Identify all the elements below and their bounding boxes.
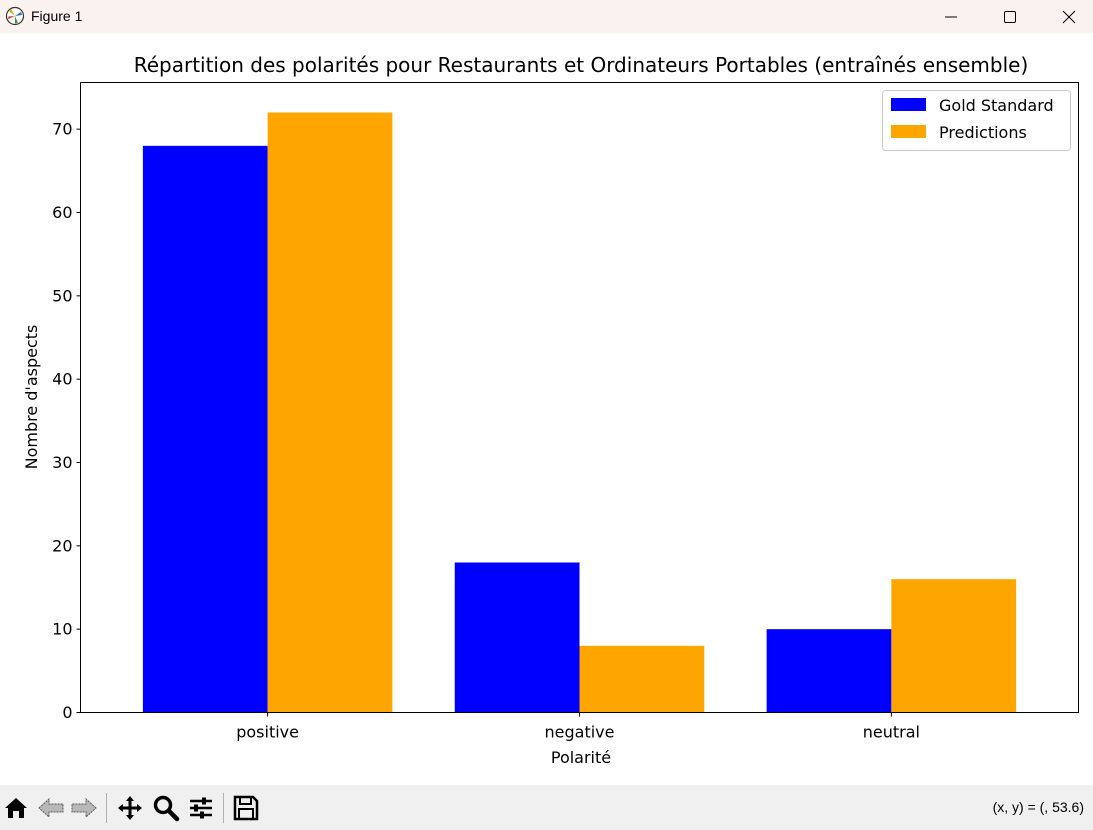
configure-subplots-button[interactable]: [187, 794, 215, 822]
maximize-icon: [1004, 11, 1016, 23]
bar-chart: Répartition des polarités pour Restauran…: [22, 53, 1079, 767]
configure-icon: [190, 797, 212, 819]
y-axis: 0 10 20 30 40 50 60 70: [52, 120, 81, 722]
chart-title: Répartition des polarités pour Restauran…: [134, 53, 1029, 77]
x-axis-label: Polarité: [551, 748, 611, 767]
home-button[interactable]: [2, 794, 30, 822]
forward-icon: [71, 797, 97, 819]
pan-icon: [118, 796, 142, 820]
legend: Gold Standard Predictions: [882, 90, 1071, 151]
legend-label-predictions: Predictions: [939, 123, 1027, 142]
x-tick-label-neutral: neutral: [863, 723, 920, 742]
matplotlib-app-icon: [5, 6, 25, 26]
window-title: Figure 1: [31, 8, 83, 24]
zoom-icon: [153, 795, 180, 822]
x-tick-label-negative: negative: [545, 723, 615, 742]
legend-swatch-predictions: [891, 125, 926, 138]
y-tick-label: 30: [52, 453, 72, 472]
minimize-icon: [945, 16, 957, 18]
y-tick-label: 40: [52, 370, 72, 389]
x-axis: positive negative neutral: [236, 712, 920, 742]
bar-predictions-positive: [267, 112, 393, 713]
pan-button[interactable]: [116, 794, 144, 822]
bar-gold-standard-positive: [142, 145, 268, 713]
close-icon: [1062, 10, 1076, 24]
save-icon: [233, 795, 259, 821]
axes-frame: [80, 82, 1079, 713]
bar-gold-standard-neutral: [766, 629, 892, 713]
forward-button[interactable]: [70, 794, 98, 822]
y-tick-label: 10: [52, 620, 72, 639]
back-icon: [38, 797, 64, 819]
y-tick-label: 50: [52, 286, 72, 305]
minimize-button[interactable]: [922, 0, 980, 33]
maximize-button[interactable]: [981, 0, 1039, 33]
legend-swatch-gold-standard: [891, 98, 926, 111]
zoom-button[interactable]: [152, 794, 180, 822]
title-bar: Figure 1: [0, 0, 1093, 33]
figure-canvas[interactable]: Répartition des polarités pour Restauran…: [0, 33, 1093, 785]
back-button[interactable]: [37, 794, 65, 822]
toolbar-separator: [106, 793, 107, 823]
bar-gold-standard-negative: [454, 562, 580, 713]
y-tick-label: 20: [52, 536, 72, 555]
y-axis-label: Nombre d'aspects: [22, 325, 41, 470]
bar-predictions-neutral: [891, 579, 1017, 713]
y-tick-label: 70: [52, 120, 72, 139]
save-button[interactable]: [232, 794, 260, 822]
legend-label-gold-standard: Gold Standard: [939, 96, 1054, 115]
navigation-toolbar: (x, y) = (, 53.6): [0, 785, 1093, 830]
toolbar-separator: [223, 793, 224, 823]
cursor-coordinates: (x, y) = (, 53.6): [992, 799, 1084, 815]
bars-group: [142, 112, 1017, 713]
home-icon: [5, 798, 27, 818]
y-tick-label: 60: [52, 203, 72, 222]
bar-predictions-negative: [579, 645, 705, 713]
y-tick-label: 0: [62, 703, 72, 722]
x-tick-label-positive: positive: [236, 723, 299, 742]
legend-frame: [882, 90, 1071, 151]
close-button[interactable]: [1040, 0, 1093, 33]
